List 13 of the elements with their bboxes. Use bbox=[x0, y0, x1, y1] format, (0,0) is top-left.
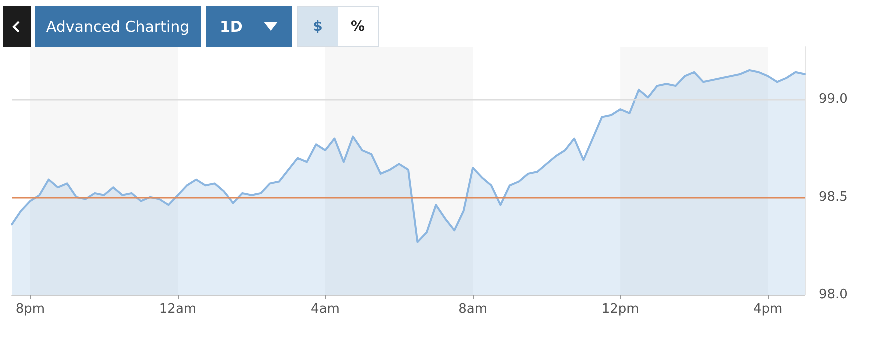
x-tick-label: 4pm bbox=[754, 302, 783, 317]
text: $ bbox=[298, 7, 338, 46]
text: Advanced Charting bbox=[35, 6, 201, 47]
x-tick-label: 4am bbox=[311, 302, 340, 317]
x-tick-label: 12am bbox=[159, 302, 197, 317]
x-tick-label: 8am bbox=[458, 302, 488, 317]
y-tick-label: 98.0 bbox=[819, 288, 848, 302]
text: 1D bbox=[220, 18, 243, 36]
y-tick-label: 98.5 bbox=[819, 190, 848, 205]
x-tick-label: 12pm bbox=[602, 302, 640, 317]
x-tick-label: 8pm bbox=[16, 302, 46, 317]
text: % bbox=[338, 7, 378, 46]
y-tick-label: 99.0 bbox=[819, 92, 848, 108]
